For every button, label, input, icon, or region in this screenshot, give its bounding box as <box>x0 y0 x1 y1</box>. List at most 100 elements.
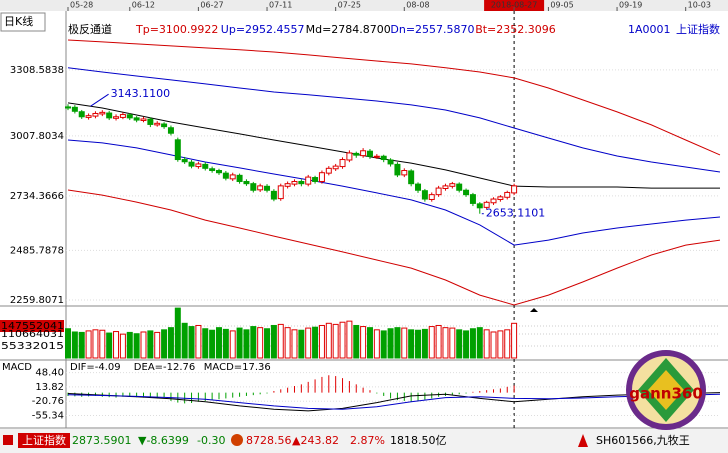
candle-body <box>353 152 360 156</box>
volume-bar <box>65 328 71 359</box>
candle-body <box>65 106 71 109</box>
y-tick-label: 2259.8071 <box>10 295 64 306</box>
macd-line <box>67 393 721 410</box>
menu-icon[interactable] <box>3 435 13 445</box>
candle-body <box>497 196 504 200</box>
volume-bar <box>106 332 113 359</box>
volume-bar <box>511 322 518 359</box>
candle-body <box>421 190 428 200</box>
candle-body <box>277 185 284 200</box>
candle-body <box>229 174 236 180</box>
candle-body <box>291 180 298 185</box>
volume-bar <box>174 307 181 359</box>
volume-bar <box>483 329 490 359</box>
annotation: 2653.1101 <box>486 207 545 220</box>
volume-bar <box>264 328 271 359</box>
volume-bar <box>85 330 92 359</box>
candle-body <box>85 115 92 118</box>
y-tick-label: 3308.5838 <box>10 65 64 76</box>
candle-body <box>332 165 339 170</box>
candle-body <box>264 185 271 191</box>
candle-body <box>312 177 319 182</box>
candle-body <box>92 112 99 117</box>
macd-line <box>67 392 721 412</box>
volume-bar <box>113 331 120 359</box>
candle-body <box>71 106 78 112</box>
volume-bar <box>71 331 78 359</box>
volume-bar <box>469 328 476 359</box>
cursor-date-box <box>484 0 545 11</box>
candle-body <box>113 116 120 119</box>
volume-bar <box>291 329 298 359</box>
candle-body <box>373 155 380 158</box>
volume-bar <box>147 330 154 359</box>
period-label: 日K线 <box>4 14 33 28</box>
candle-body <box>140 118 147 121</box>
indicator-value: Tp=3100.9922 <box>135 23 218 36</box>
y-tick-label: 55332015 <box>1 341 64 352</box>
candle-body <box>298 180 305 185</box>
channel-line <box>67 39 721 156</box>
candle-body <box>78 111 85 118</box>
index-tab-label[interactable]: 上证指数 <box>22 433 66 447</box>
y-tick-label: 13.82 <box>35 382 64 393</box>
candle-body <box>456 183 463 191</box>
status-value: ▲243.82 <box>292 434 339 447</box>
candle-body <box>428 194 435 200</box>
x-tick-label: 09-19 <box>619 1 642 10</box>
stock-name: SH601566,九牧王 <box>596 433 690 447</box>
status-value: 1818.50亿 <box>390 434 447 447</box>
volume-bar <box>421 328 428 359</box>
x-tick-label: 06-27 <box>200 1 223 10</box>
x-tick-label: 07-25 <box>338 1 361 10</box>
candle-body <box>126 114 133 119</box>
x-tick-label: 08-08 <box>406 1 429 10</box>
indicator-name: 极反通道 <box>68 22 112 36</box>
candle-body <box>408 170 415 185</box>
volume-bar <box>188 326 195 359</box>
volume-bar <box>415 329 422 359</box>
y-tick-label: 147552041 <box>1 321 64 332</box>
volume-bar <box>270 324 277 359</box>
volume-bar <box>449 327 456 359</box>
candle-body <box>106 112 113 119</box>
status-bar <box>0 429 728 453</box>
volume-bar <box>332 323 339 359</box>
volume-bar <box>154 331 161 359</box>
indicator-value: Up=2952.4557 <box>221 23 305 36</box>
candle-body <box>476 203 483 209</box>
candle-body <box>415 183 422 191</box>
volume-bar <box>78 331 85 359</box>
candle-body <box>161 123 168 128</box>
volume-bar <box>463 330 470 359</box>
y-tick-label: 110664031 <box>1 329 64 340</box>
volume-bar <box>373 329 380 359</box>
volume-bar <box>126 331 133 359</box>
volume-bar <box>504 329 511 359</box>
volume-bar <box>99 329 106 359</box>
volume-bar <box>325 322 332 359</box>
candle-body <box>360 150 367 157</box>
channel-line <box>67 102 720 189</box>
candle-body <box>250 183 257 191</box>
y-tick-label: -20.76 <box>32 396 64 407</box>
candle-body <box>209 168 216 172</box>
volume-bar <box>490 331 497 359</box>
index-tab[interactable] <box>18 433 70 448</box>
volume-bar <box>202 328 209 359</box>
candle-body <box>284 183 291 187</box>
volume-bar <box>428 326 435 359</box>
date-bar <box>0 0 728 11</box>
candle-body <box>394 163 401 176</box>
volume-bar <box>318 324 325 359</box>
volume-bar <box>305 327 312 359</box>
candle-body <box>270 190 277 200</box>
volume-bar <box>215 327 222 359</box>
volume-bar <box>161 329 168 359</box>
channel-line <box>67 189 721 306</box>
x-tick-label: 05-28 <box>70 1 93 10</box>
indicator-value: Bt=2352.3096 <box>475 23 556 36</box>
volume-bar <box>387 328 394 359</box>
volume-bar <box>167 327 174 359</box>
volume-bar <box>360 326 367 359</box>
